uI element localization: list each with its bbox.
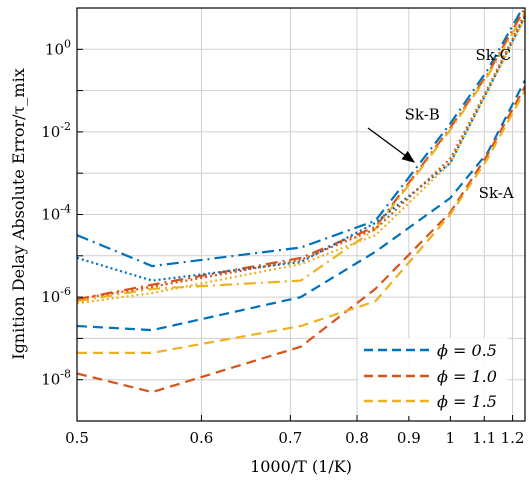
series-line-sk-a-phi-1.5 bbox=[77, 90, 525, 354]
x-tick-label: 0.8 bbox=[345, 429, 369, 447]
x-tick-label: 0.9 bbox=[397, 429, 421, 447]
x-tick-label: 0.6 bbox=[190, 429, 214, 447]
series-line-sk-c-phi-0.5 bbox=[77, 8, 524, 268]
x-tick-label: 0.5 bbox=[65, 429, 89, 447]
x-axis-label: 1000/T (1/K) bbox=[250, 457, 352, 476]
series-line-sk-a-phi-0.5 bbox=[77, 79, 525, 332]
y-tick-label: 100 bbox=[45, 37, 71, 58]
series-line-sk-b-phi-0.5 bbox=[77, 15, 525, 282]
annotation-sk-c: Sk-C bbox=[475, 46, 511, 64]
x-tick-label: 1.2 bbox=[501, 429, 525, 447]
annotation-sk-b: Sk-B bbox=[405, 105, 440, 123]
series-line-sk-a-phi-1.0 bbox=[77, 85, 525, 394]
series-line-sk-c-phi-1.5 bbox=[77, 11, 525, 303]
y-tick-label: 10-6 bbox=[41, 285, 71, 306]
y-tick-label: 10-8 bbox=[41, 368, 71, 389]
axis-ticks: 0.5 0.6 0.7 0.8 0.9 1 1.1 1.2 10-8 10-6 10-4 10-2 10… bbox=[41, 7, 525, 447]
legend: ϕ = 0.5 ϕ = 1.0 ϕ = 1.5 bbox=[358, 338, 508, 416]
x-tick-label: 0.7 bbox=[278, 429, 302, 447]
x-tick-label: 1 bbox=[446, 429, 456, 447]
legend-label-phi-1.0: ϕ = 1.0 bbox=[437, 367, 497, 386]
series-line-sk-b-phi-1.5 bbox=[77, 17, 525, 305]
sk-b-arrow bbox=[367, 127, 416, 163]
y-tick-label: 10-2 bbox=[41, 120, 71, 141]
series-line-sk-b-phi-1.0 bbox=[77, 13, 525, 301]
y-tick-label: 10-4 bbox=[41, 203, 71, 224]
annotation-sk-a: Sk-A bbox=[479, 184, 514, 202]
legend-label-phi-0.5: ϕ = 0.5 bbox=[437, 341, 497, 360]
series-layer bbox=[77, 8, 525, 394]
legend-label-phi-1.5: ϕ = 1.5 bbox=[437, 392, 497, 411]
x-tick-label: 1.1 bbox=[472, 429, 496, 447]
y-axis-label: Ignition Delay Absolute Error/τ_mix bbox=[9, 68, 28, 360]
